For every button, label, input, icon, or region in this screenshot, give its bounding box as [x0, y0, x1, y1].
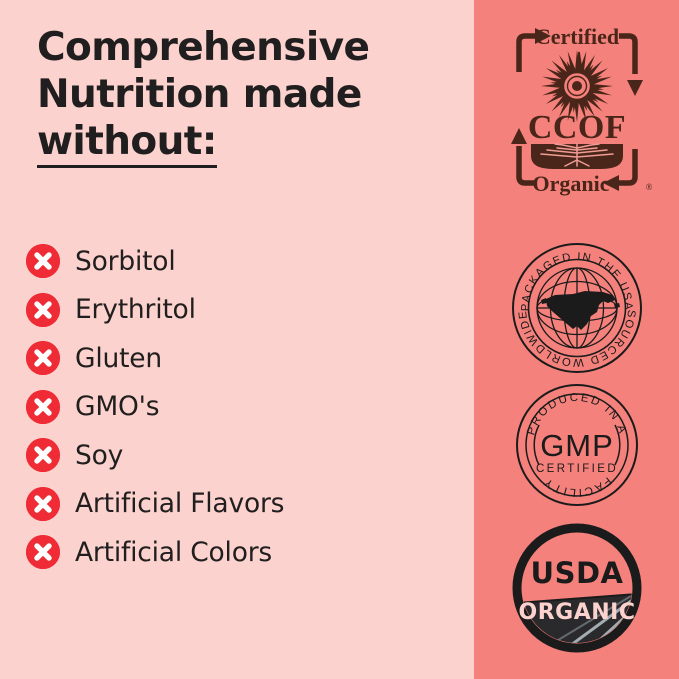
svg-text:ORGANIC: ORGANIC [518, 600, 635, 625]
gmp-certified-seal: GMP CERTIFIED PRODUCED IN A FACILITY [474, 380, 679, 510]
page-title: Comprehensive Nutrition made without: [37, 24, 437, 168]
packaged-in-usa-seal: PACKAGED IN THE USA SOURCED WORLDWIDE [474, 238, 679, 378]
svg-text:Organic: Organic [532, 171, 609, 196]
excluded-ingredients-list: Sorbitol Erythritol Gl [26, 237, 466, 577]
list-item: Gluten [26, 334, 466, 383]
list-item: Soy [26, 431, 466, 480]
svg-text:GMP: GMP [540, 428, 614, 463]
globe-usa-seal-icon: PACKAGED IN THE USA SOURCED WORLDWIDE [511, 243, 642, 373]
circle-x-icon [26, 535, 60, 570]
list-item: Erythritol [26, 286, 466, 335]
left-content-panel: Comprehensive Nutrition made without: Sorb… [26, 24, 466, 577]
circle-x-icon [26, 341, 60, 376]
svg-text:®: ® [645, 182, 652, 192]
list-item-label: GMO's [75, 391, 160, 423]
circle-x-icon [26, 486, 60, 521]
list-item-label: Artificial Colors [75, 536, 273, 568]
list-item-label: Sorbitol [75, 245, 176, 277]
list-item-label: Erythritol [75, 294, 196, 326]
list-item-label: Soy [75, 439, 124, 471]
svg-text:Certified: Certified [534, 24, 618, 49]
svg-text:CERTIFIED: CERTIFIED [535, 463, 617, 475]
list-item: Artificial Colors [26, 528, 466, 577]
ccof-organic-seal: Certified [474, 12, 679, 207]
headline-line-2: Nutrition made [37, 72, 362, 117]
usda-organic-seal: USDA ORGANIC [474, 518, 679, 658]
list-item-label: Artificial Flavors [75, 488, 285, 520]
headline-line-1: Comprehensive [37, 25, 370, 70]
svg-text:USDA: USDA [530, 556, 623, 590]
svg-text:FACILITY: FACILITY [540, 474, 613, 498]
svg-text:CCOF: CCOF [527, 109, 625, 146]
certification-badges-panel: Certified [474, 0, 679, 679]
circle-x-icon [26, 389, 60, 424]
list-item: GMO's [26, 383, 466, 432]
ccof-organic-seal-icon: Certified [510, 24, 652, 196]
circle-x-icon [26, 438, 60, 473]
list-item: Artificial Flavors [26, 480, 466, 529]
list-item-label: Gluten [75, 342, 162, 374]
circle-x-icon [26, 244, 60, 279]
headline-line-3-underlined: without: [37, 122, 217, 168]
gmp-certified-seal-icon: GMP CERTIFIED PRODUCED IN A FACILITY [515, 384, 638, 506]
list-item: Sorbitol [26, 237, 466, 286]
usda-organic-seal-icon: USDA ORGANIC [512, 523, 641, 653]
circle-x-icon [26, 292, 60, 327]
